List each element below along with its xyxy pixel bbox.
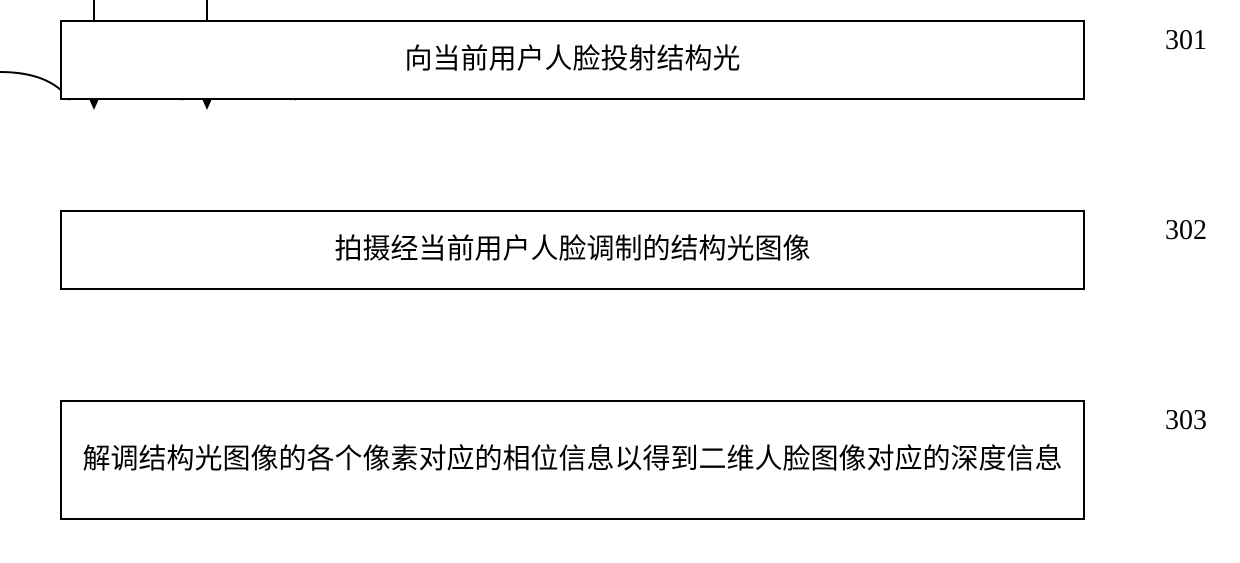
- flowchart-step-303: 解调结构光图像的各个像素对应的相位信息以得到二维人脸图像对应的深度信息: [60, 400, 1085, 520]
- step-text: 解调结构光图像的各个像素对应的相位信息以得到二维人脸图像对应的深度信息: [82, 439, 1062, 481]
- step-text: 拍摄经当前用户人脸调制的结构光图像: [334, 229, 810, 271]
- step-label-301: 301: [1165, 25, 1207, 57]
- flowchart-container: 向当前用户人脸投射结构光 301 拍摄经当前用户人脸调制的结构光图像 302 解…: [0, 0, 1240, 563]
- flowchart-step-301: 向当前用户人脸投射结构光: [60, 20, 1085, 100]
- step-label-302: 302: [1165, 215, 1207, 247]
- step-label-303: 303: [1165, 405, 1207, 437]
- step-text: 向当前用户人脸投射结构光: [404, 39, 740, 81]
- flowchart-step-302: 拍摄经当前用户人脸调制的结构光图像: [60, 210, 1085, 290]
